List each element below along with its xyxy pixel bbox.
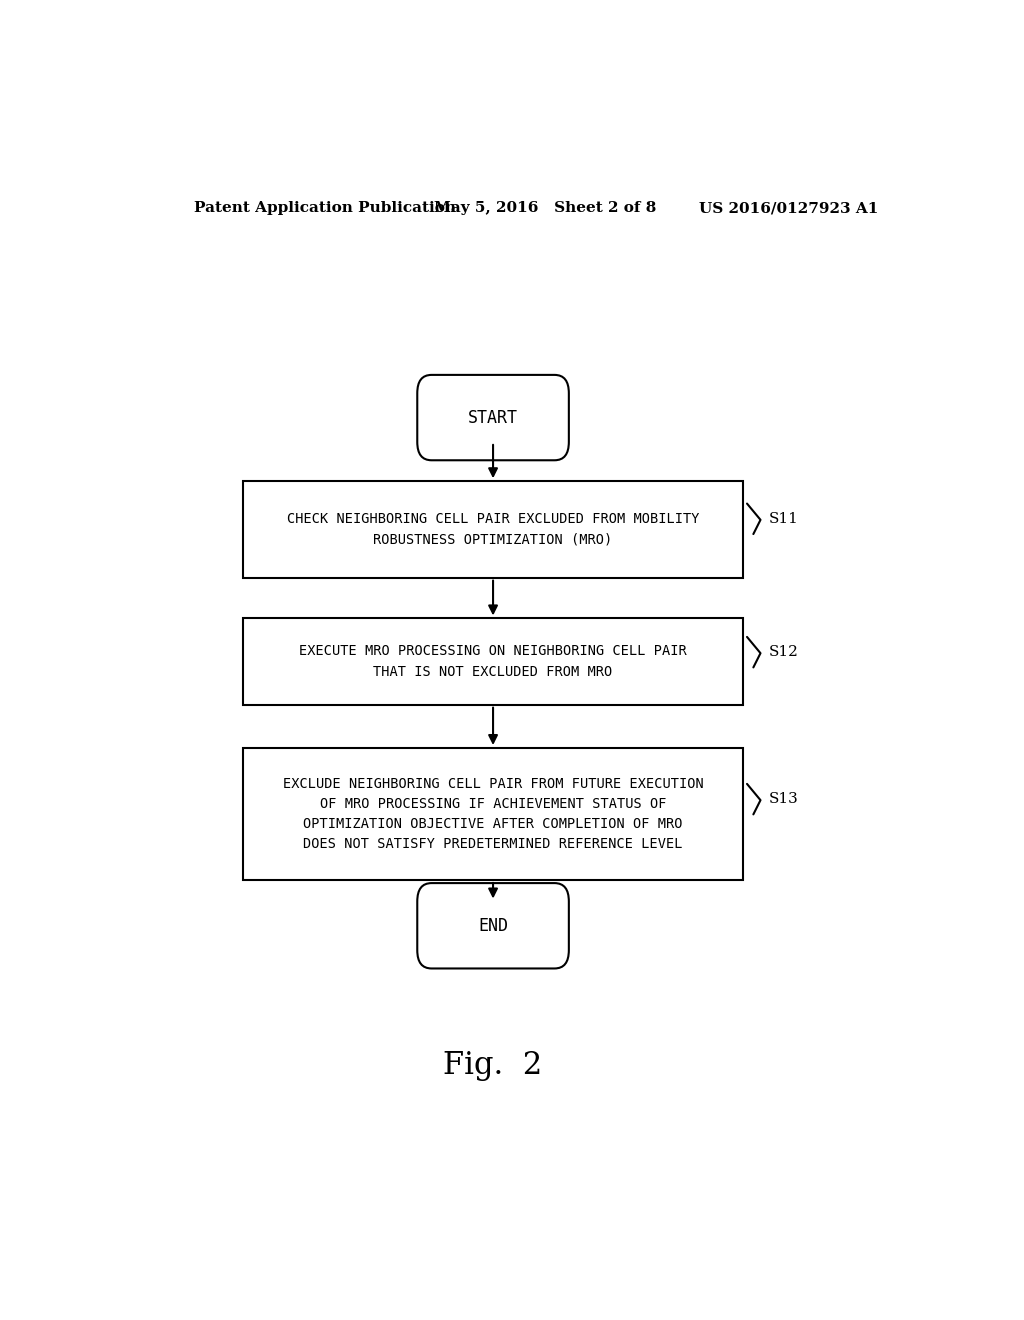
Text: S12: S12	[768, 645, 799, 659]
Text: EXCLUDE NEIGHBORING CELL PAIR FROM FUTURE EXECUTION
OF MRO PROCESSING IF ACHIEVE: EXCLUDE NEIGHBORING CELL PAIR FROM FUTUR…	[283, 777, 703, 851]
Text: US 2016/0127923 A1: US 2016/0127923 A1	[699, 201, 879, 215]
Text: EXECUTE MRO PROCESSING ON NEIGHBORING CELL PAIR
THAT IS NOT EXCLUDED FROM MRO: EXECUTE MRO PROCESSING ON NEIGHBORING CE…	[299, 644, 687, 678]
Text: S11: S11	[768, 512, 799, 525]
Text: Fig.  2: Fig. 2	[443, 1049, 543, 1081]
Text: Patent Application Publication: Patent Application Publication	[194, 201, 456, 215]
Text: May 5, 2016   Sheet 2 of 8: May 5, 2016 Sheet 2 of 8	[433, 201, 656, 215]
Text: S13: S13	[768, 792, 798, 807]
Bar	[243, 748, 743, 880]
Text: END: END	[478, 917, 508, 935]
Bar	[243, 480, 743, 578]
FancyBboxPatch shape	[417, 375, 569, 461]
Text: CHECK NEIGHBORING CELL PAIR EXCLUDED FROM MOBILITY
ROBUSTNESS OPTIMIZATION (MRO): CHECK NEIGHBORING CELL PAIR EXCLUDED FRO…	[287, 512, 699, 546]
Text: START: START	[468, 409, 518, 426]
Bar	[243, 618, 743, 705]
FancyBboxPatch shape	[417, 883, 569, 969]
